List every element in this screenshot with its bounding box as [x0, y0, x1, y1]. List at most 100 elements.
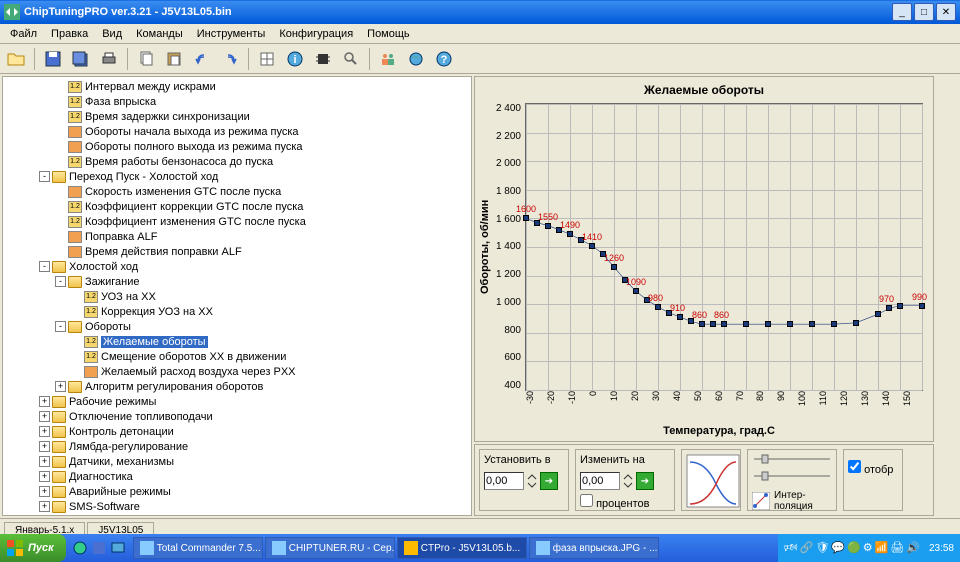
taskbar-item[interactable]: Total Commander 7.5...	[133, 537, 263, 559]
maximize-button[interactable]: □	[914, 3, 934, 21]
param-icon	[68, 81, 82, 93]
svg-text:?: ?	[441, 54, 448, 66]
change-go-button[interactable]: ➔	[636, 472, 654, 490]
change-label: Изменить на	[580, 454, 670, 466]
tree-item[interactable]: Поправка ALF	[7, 229, 467, 244]
save-button[interactable]	[41, 47, 65, 71]
controls-panel: Установить в ➔ Изменить на ➔ процентов	[474, 444, 934, 516]
expand-icon[interactable]: +	[55, 381, 66, 392]
tree-item[interactable]: +Диагностика	[7, 469, 467, 484]
quick-ie-icon[interactable]	[72, 540, 88, 556]
expand-icon[interactable]: +	[39, 426, 50, 437]
close-button[interactable]: ✕	[936, 3, 956, 21]
tree-item[interactable]: +Отключение топливоподачи	[7, 409, 467, 424]
grid-button[interactable]	[255, 47, 279, 71]
menu-Файл[interactable]: Файл	[4, 26, 43, 42]
print-button[interactable]	[97, 47, 121, 71]
people-button[interactable]	[376, 47, 400, 71]
tree-pane[interactable]: Интервал между искрамиФаза впрыскаВремя …	[2, 76, 472, 516]
menu-Помощь[interactable]: Помощь	[361, 26, 416, 42]
folder-icon	[52, 261, 66, 273]
tree-item[interactable]: +Алгоритм регулирования оборотов	[7, 379, 467, 394]
tree-item[interactable]: УОЗ на XX	[7, 289, 467, 304]
tree-item[interactable]: Интервал между искрами	[7, 79, 467, 94]
quick-desktop-icon[interactable]	[110, 540, 126, 556]
tree-item[interactable]: Желаемые обороты	[7, 334, 467, 349]
tree-item[interactable]: Желаемый расход воздуха через РXX	[7, 364, 467, 379]
tree-item[interactable]: Коэффициент коррекции GTC после пуска	[7, 199, 467, 214]
window-title: ChipTuningPRO ver.3.21 - J5V13L05.bin	[24, 6, 892, 18]
expand-icon[interactable]: +	[39, 486, 50, 497]
undo-button[interactable]	[190, 47, 214, 71]
set-input[interactable]	[484, 472, 524, 490]
param-icon	[84, 351, 98, 363]
system-tray[interactable]: 🕬🔗🛡💬🟢⚙📶🖨🔊 23:58	[778, 534, 960, 562]
tree-item[interactable]: -Зажигание	[7, 274, 467, 289]
interp-icon[interactable]	[752, 492, 770, 510]
tree-item[interactable]: +Рабочие режимы	[7, 394, 467, 409]
expand-icon[interactable]: +	[39, 411, 50, 422]
app-icon	[4, 4, 20, 20]
chart-plot[interactable]: 1600155014901410126010909809108608609709…	[525, 103, 923, 391]
tree-item[interactable]: Коррекция УОЗ на XX	[7, 304, 467, 319]
menu-Команды[interactable]: Команды	[130, 26, 189, 42]
open-button[interactable]	[4, 47, 28, 71]
expand-icon[interactable]: +	[39, 396, 50, 407]
tree-item[interactable]: Время действия поправки ALF	[7, 244, 467, 259]
saveall-button[interactable]	[69, 47, 93, 71]
tree-item[interactable]: -Холостой ход	[7, 259, 467, 274]
paste-button[interactable]	[162, 47, 186, 71]
menu-Правка[interactable]: Правка	[45, 26, 94, 42]
tree-item[interactable]: Время работы бензонасоса до пуска	[7, 154, 467, 169]
expand-icon[interactable]: +	[39, 456, 50, 467]
menu-Инструменты[interactable]: Инструменты	[191, 26, 272, 42]
quick-save-icon[interactable]	[91, 540, 107, 556]
percent-checkbox[interactable]	[580, 494, 593, 507]
slider-1[interactable]	[752, 454, 832, 464]
change-input[interactable]	[580, 472, 620, 490]
tree-item[interactable]: Смещение оборотов XX в движении	[7, 349, 467, 364]
tree-item[interactable]: +Аварийные режимы	[7, 484, 467, 499]
tree-item[interactable]: -Обороты	[7, 319, 467, 334]
globe-button[interactable]	[404, 47, 428, 71]
menu-Вид[interactable]: Вид	[96, 26, 128, 42]
tree-item[interactable]: Скорость изменения GTC после пуска	[7, 184, 467, 199]
expand-icon[interactable]: +	[39, 441, 50, 452]
tree-item[interactable]: Время задержки синхронизации	[7, 109, 467, 124]
tree-item[interactable]: +SMS-Software	[7, 499, 467, 514]
copy-button[interactable]	[134, 47, 158, 71]
spinner-icon[interactable]	[622, 473, 634, 489]
expand-icon[interactable]: -	[55, 321, 66, 332]
spinner-icon[interactable]	[526, 473, 538, 489]
tree-item[interactable]: +Лямбда-регулирование	[7, 439, 467, 454]
slider-2[interactable]	[752, 471, 832, 481]
taskbar-item[interactable]: CHIPTUNER.RU - Сер...	[265, 537, 395, 559]
tree-item[interactable]: +Контроль детонации	[7, 424, 467, 439]
expand-icon[interactable]: +	[39, 501, 50, 512]
help-button[interactable]: ?	[432, 47, 456, 71]
tree-item[interactable]: Фаза впрыска	[7, 94, 467, 109]
taskbar-item[interactable]: фаза впрыска.JPG - ...	[529, 537, 659, 559]
tree-item[interactable]: Коэффициент изменения GTC после пуска	[7, 214, 467, 229]
info-button[interactable]: i	[283, 47, 307, 71]
tree-item[interactable]: -Переход Пуск - Холостой ход	[7, 169, 467, 184]
tree-item[interactable]: Обороты полного выхода из режима пуска	[7, 139, 467, 154]
search-button[interactable]	[339, 47, 363, 71]
param-icon	[68, 186, 82, 198]
expand-icon[interactable]: +	[39, 471, 50, 482]
tree-item[interactable]: Обороты начала выхода из режима пуска	[7, 124, 467, 139]
show-checkbox[interactable]	[848, 460, 861, 473]
expand-icon[interactable]: -	[39, 171, 50, 182]
taskbar-item[interactable]: CTPro - J5V13L05.b...	[397, 537, 527, 559]
chip-button[interactable]	[311, 47, 335, 71]
minimize-button[interactable]: _	[892, 3, 912, 21]
redo-button[interactable]	[218, 47, 242, 71]
param-icon	[68, 216, 82, 228]
expand-icon[interactable]: -	[39, 261, 50, 272]
tray-icons[interactable]: 🕬🔗🛡💬🟢⚙📶🖨🔊	[784, 539, 922, 558]
menu-Конфигурация[interactable]: Конфигурация	[273, 26, 359, 42]
expand-icon[interactable]: -	[55, 276, 66, 287]
tree-item[interactable]: +Датчики, механизмы	[7, 454, 467, 469]
set-go-button[interactable]: ➔	[540, 472, 558, 490]
start-button[interactable]: Пуск	[0, 534, 66, 562]
